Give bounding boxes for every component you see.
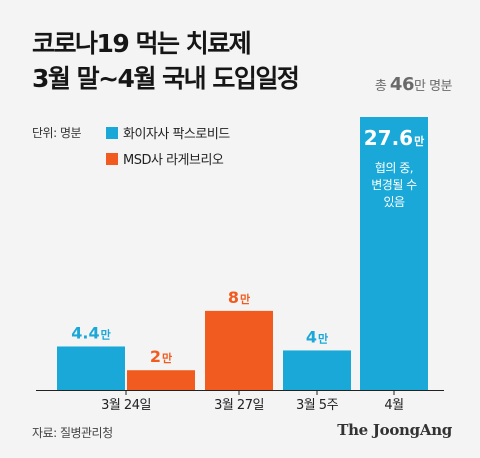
bar-note-line-0: 협의 중, <box>375 161 413 175</box>
total-suffix: 만 명분 <box>413 79 453 94</box>
legend-item-pfizer: 화이자사 팍스로비드 <box>106 123 230 142</box>
bar-3 <box>283 350 351 390</box>
legend-label-msd: MSD사 라게브리오 <box>123 153 224 168</box>
total-prefix: 총 <box>374 79 387 94</box>
unit-label: 단위: 명분 <box>32 126 82 140</box>
chart-title-line1: 코로나19 먹는 치료제 <box>32 29 252 58</box>
data-label-4: 27.6만 <box>364 126 424 150</box>
x-tick-label-0: 3월 24일 <box>101 398 151 413</box>
data-label-1: 2만 <box>150 347 172 366</box>
legend-swatch-msd <box>106 152 118 165</box>
bar-note-line-1: 변경될 수 <box>371 178 417 192</box>
x-tick-label-1: 3월 27일 <box>214 398 264 413</box>
bar-2 <box>205 310 273 390</box>
data-label-2: 8만 <box>228 288 250 307</box>
x-tick-label-2: 3월 5주 <box>296 398 339 413</box>
legend-swatch-pfizer <box>106 126 118 139</box>
total-value: 46 <box>389 74 415 95</box>
publisher-logo: The JoongAng <box>337 421 452 439</box>
data-label-3: 4만 <box>306 327 328 346</box>
total-label: 총 46만 명분 <box>374 74 453 95</box>
legend-item-msd: MSD사 라게브리오 <box>106 149 224 168</box>
bar-4 <box>360 117 428 390</box>
chart-title-line2: 3월 말~4월 국내 도입일정 <box>32 64 300 93</box>
x-tick-label-3: 4월 <box>384 398 403 413</box>
source-label: 자료: 질병관리청 <box>32 426 113 440</box>
bar-note-line-2: 있음 <box>383 195 405 209</box>
data-label-0: 4.4만 <box>71 323 110 342</box>
bar-1 <box>127 370 195 390</box>
legend-label-pfizer: 화이자사 팍스로비드 <box>123 127 230 142</box>
bar-0 <box>57 346 125 390</box>
